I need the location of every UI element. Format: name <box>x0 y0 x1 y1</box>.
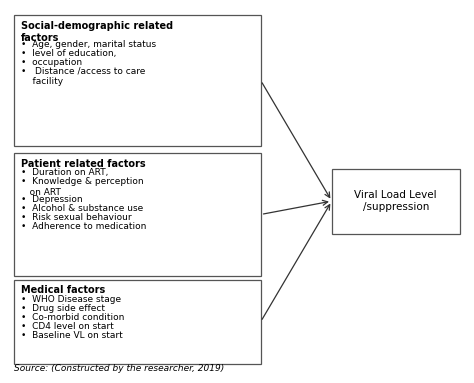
Text: •  Depression: • Depression <box>21 195 83 204</box>
Text: •  Age, gender, marital status: • Age, gender, marital status <box>21 40 156 49</box>
Text: •   Distance /access to care
    facility: • Distance /access to care facility <box>21 67 146 87</box>
Bar <box>14 153 261 276</box>
Text: •  WHO Disease stage: • WHO Disease stage <box>21 295 121 304</box>
Text: •  CD4 level on start: • CD4 level on start <box>21 322 114 331</box>
Text: •  Baseline VL on start: • Baseline VL on start <box>21 331 123 340</box>
Text: Medical factors: Medical factors <box>21 285 106 295</box>
Text: Social-demographic related
factors: Social-demographic related factors <box>21 21 173 43</box>
Text: •  Risk sexual behaviour: • Risk sexual behaviour <box>21 213 132 222</box>
Text: •  Alcohol & substance use: • Alcohol & substance use <box>21 204 144 213</box>
Text: Viral Load Level
/suppression: Viral Load Level /suppression <box>355 190 437 213</box>
Text: •  occupation: • occupation <box>21 58 82 67</box>
Bar <box>14 280 261 364</box>
Bar <box>332 169 460 234</box>
Text: •  Knowledge & perception
   on ART: • Knowledge & perception on ART <box>21 177 144 197</box>
Bar <box>14 15 261 146</box>
Text: •  Duration on ART,: • Duration on ART, <box>21 169 109 177</box>
Text: Patient related factors: Patient related factors <box>21 159 146 169</box>
Text: •  Adherence to medication: • Adherence to medication <box>21 222 147 231</box>
Text: •  level of education,: • level of education, <box>21 49 117 58</box>
Text: Source: (Constructed by the researcher, 2019): Source: (Constructed by the researcher, … <box>14 365 225 373</box>
Text: •  Co-morbid condition: • Co-morbid condition <box>21 313 125 322</box>
Text: •  Drug side effect: • Drug side effect <box>21 304 105 313</box>
